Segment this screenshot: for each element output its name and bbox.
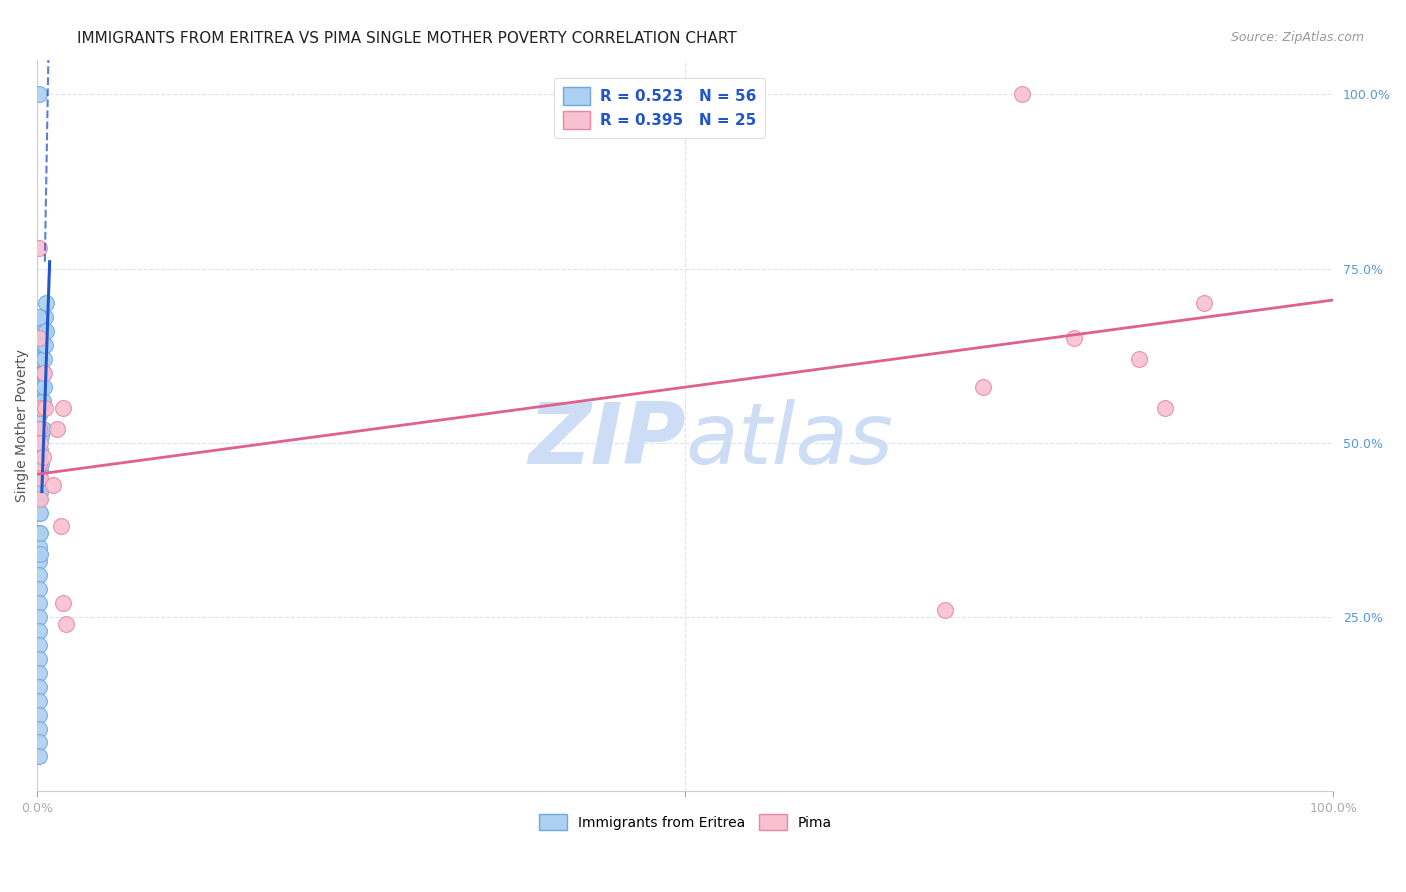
Point [45, 422, 67, 436]
Point [1192, 296, 1215, 310]
Point [27, 624, 49, 638]
Point [32, 380, 55, 394]
Point [31, 366, 53, 380]
Point [34, 338, 56, 352]
Point [27, 722, 49, 736]
Point [31, 394, 53, 409]
Text: IMMIGRANTS FROM ERITREA VS PIMA SINGLE MOTHER POVERTY CORRELATION CHART: IMMIGRANTS FROM ERITREA VS PIMA SINGLE M… [77, 31, 737, 46]
Point [28, 491, 51, 506]
Point [27, 491, 49, 506]
Point [27, 435, 49, 450]
Point [27, 582, 49, 597]
Point [28, 442, 51, 457]
Point [32, 324, 55, 338]
Point [27, 680, 49, 694]
Point [27, 338, 49, 352]
Point [34, 401, 56, 415]
Point [35, 296, 58, 310]
Point [32, 366, 55, 380]
Point [27, 331, 49, 345]
Point [28, 526, 51, 541]
Point [27, 749, 49, 764]
Point [27, 526, 49, 541]
Point [27, 435, 49, 450]
Point [27, 541, 49, 555]
Text: ZIP: ZIP [527, 399, 685, 482]
Point [34, 310, 56, 325]
Point [30, 401, 52, 415]
Point [35, 324, 58, 338]
Point [27, 457, 49, 471]
Point [42, 477, 65, 491]
Point [27, 477, 49, 491]
Point [27, 707, 49, 722]
Point [31, 450, 53, 464]
Point [27, 408, 49, 422]
Point [27, 506, 49, 520]
Y-axis label: Single Mother Poverty: Single Mother Poverty [15, 349, 30, 502]
Point [52, 596, 75, 610]
Point [31, 422, 53, 436]
Point [27, 450, 49, 464]
Point [28, 547, 51, 561]
Point [31, 338, 53, 352]
Point [27, 366, 49, 380]
Point [27, 464, 49, 478]
Text: Source: ZipAtlas.com: Source: ZipAtlas.com [1230, 31, 1364, 45]
Point [27, 610, 49, 624]
Text: atlas: atlas [685, 399, 893, 482]
Point [972, 380, 994, 394]
Point [27, 638, 49, 652]
Point [27, 241, 49, 255]
Point [27, 87, 49, 102]
Point [934, 603, 956, 617]
Point [1063, 331, 1085, 345]
Point [27, 554, 49, 568]
Point [1128, 352, 1150, 367]
Point [27, 380, 49, 394]
Point [27, 394, 49, 409]
Point [28, 506, 51, 520]
Point [28, 401, 51, 415]
Point [28, 435, 51, 450]
Point [30, 401, 52, 415]
Point [30, 429, 52, 443]
Point [28, 464, 51, 478]
Point [28, 471, 51, 485]
Point [27, 422, 49, 436]
Legend: Immigrants from Eritrea, Pima: Immigrants from Eritrea, Pima [533, 808, 838, 836]
Point [27, 568, 49, 582]
Point [30, 457, 52, 471]
Point [27, 310, 49, 325]
Point [52, 401, 75, 415]
Point [49, 519, 72, 533]
Point [1154, 401, 1177, 415]
Point [1011, 87, 1033, 102]
Point [27, 596, 49, 610]
Point [55, 617, 77, 632]
Point [27, 694, 49, 708]
Point [28, 422, 51, 436]
Point [28, 484, 51, 499]
Point [32, 352, 55, 367]
Point [27, 652, 49, 666]
Point [27, 665, 49, 680]
Point [30, 352, 52, 367]
Point [27, 352, 49, 367]
Point [30, 380, 52, 394]
Point [27, 735, 49, 749]
Point [27, 422, 49, 436]
